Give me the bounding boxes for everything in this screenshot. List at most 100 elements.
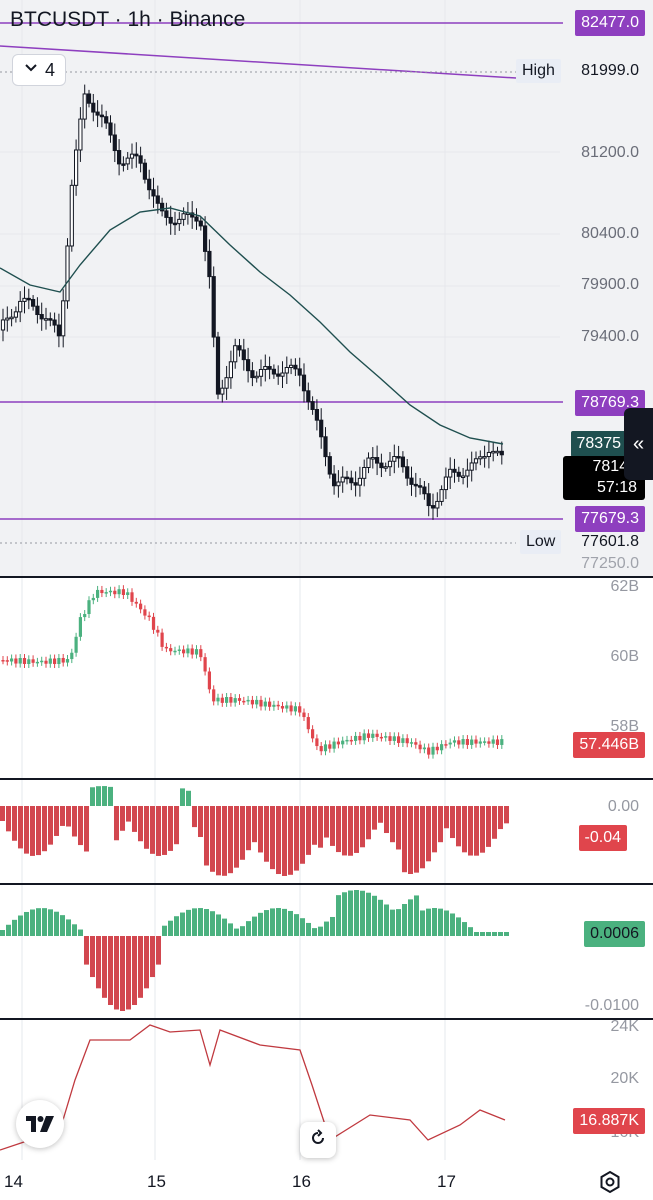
- candle-body: [413, 483, 418, 487]
- candle-body: [409, 477, 414, 485]
- candle-body: [426, 493, 431, 507]
- oscillator-bar: [180, 912, 185, 936]
- level-tag-3[interactable]: 77679.3: [575, 506, 645, 532]
- candle-body: [86, 93, 92, 104]
- volume-body: [10, 658, 14, 662]
- oscillator-bar: [306, 922, 311, 936]
- collapse-panel-button[interactable]: «: [624, 408, 653, 480]
- volume-body: [151, 616, 156, 630]
- oscillator-bar: [186, 790, 191, 806]
- gear-icon[interactable]: [598, 1170, 622, 1194]
- oscillator-bar: [372, 895, 377, 936]
- candle-body: [280, 372, 285, 377]
- candle-body: [147, 178, 152, 191]
- oscillator-bar: [12, 919, 17, 936]
- oscillator-bar: [330, 916, 335, 936]
- time-tick: 14: [4, 1172, 23, 1191]
- oscillator-bar: [36, 806, 41, 856]
- oscillator-bar: [138, 806, 143, 842]
- oscillator-bar: [6, 924, 11, 936]
- candle-body: [134, 153, 139, 157]
- volume-body: [199, 649, 203, 658]
- volume-body: [345, 739, 349, 742]
- volume-body: [27, 659, 31, 665]
- oscillator-bar: [408, 899, 413, 936]
- oscillator-bar: [420, 806, 425, 869]
- level-lines: [0, 22, 563, 544]
- volume-body: [83, 614, 87, 618]
- volume-body: [384, 736, 388, 738]
- moving-average-line: [0, 207, 504, 445]
- level-tag-1[interactable]: 82477.0: [575, 10, 645, 36]
- volume-body: [61, 657, 65, 663]
- volume-body: [263, 701, 267, 707]
- volume-body: [349, 739, 353, 742]
- oscillator-bar: [252, 806, 257, 843]
- level-tag-2[interactable]: 78769.3: [575, 390, 645, 416]
- pane-separator[interactable]: [0, 576, 653, 578]
- oscillator-bar: [198, 908, 203, 936]
- oscillator-bar: [450, 913, 455, 936]
- candle-body: [151, 189, 156, 197]
- candle-body: [448, 468, 453, 478]
- oscillator-bar: [192, 908, 197, 936]
- low-value: 77601.8: [581, 533, 639, 550]
- volume-body: [65, 659, 70, 663]
- oscillator-bar: [438, 908, 443, 936]
- volume-tick: 58B: [610, 718, 639, 735]
- candle-body: [435, 500, 440, 509]
- candle-body: [263, 366, 268, 370]
- oscillator-bar: [492, 806, 497, 839]
- volume-body: [40, 660, 44, 663]
- oscillator-bar: [468, 927, 473, 936]
- oscillator-bar: [474, 932, 479, 936]
- candle-body: [35, 305, 40, 316]
- price-tick: 81200.0: [581, 144, 639, 161]
- tradingview-logo-icon[interactable]: [16, 1100, 64, 1148]
- volume-body: [491, 739, 495, 744]
- pane-separator[interactable]: [0, 1018, 653, 1020]
- candle-body: [237, 345, 242, 351]
- volume-body: [328, 744, 332, 749]
- oscillator-bar: [30, 806, 35, 856]
- candle-body: [142, 162, 148, 180]
- candle-body: [357, 477, 362, 486]
- volume-body: [465, 739, 469, 745]
- volume-body: [470, 739, 474, 745]
- pane-separator[interactable]: [0, 778, 653, 780]
- oscillator-bar: [54, 911, 59, 936]
- oscillator-bar: [270, 806, 275, 870]
- volume-body: [276, 704, 280, 707]
- candle-body: [52, 319, 57, 326]
- oscillator-bar: [402, 904, 407, 936]
- oscillator-bar: [234, 928, 239, 936]
- candle-body: [482, 456, 487, 459]
- symbol-title[interactable]: BTCUSDT · 1h · Binance: [10, 8, 246, 31]
- high-label: High: [516, 59, 561, 83]
- candle-body: [276, 373, 281, 377]
- oscillator-bar: [396, 806, 401, 850]
- volume-body: [405, 738, 409, 744]
- volume-body: [117, 589, 121, 595]
- oscillator-bar: [432, 908, 437, 936]
- oscillator-1-bars: [0, 786, 509, 876]
- oscillator-bar: [228, 923, 233, 936]
- volume-body: [48, 658, 52, 664]
- candle-body: [375, 457, 380, 464]
- indicators-toggle[interactable]: 4: [12, 54, 66, 86]
- price-tick: 79400.0: [581, 328, 639, 345]
- oscillator-bar: [114, 806, 119, 841]
- reset-chart-button[interactable]: [300, 1122, 336, 1158]
- oscillator-bar: [282, 806, 287, 876]
- oscillator-bar: [66, 806, 71, 827]
- oscillator-bar: [24, 806, 29, 854]
- pane-separator[interactable]: [0, 883, 653, 885]
- volume-body: [96, 589, 100, 598]
- candle-body: [43, 318, 49, 321]
- price-pane-background: [0, 0, 653, 576]
- volume-body: [392, 736, 396, 741]
- volume-body: [108, 590, 113, 593]
- oscillator-bar: [294, 806, 299, 871]
